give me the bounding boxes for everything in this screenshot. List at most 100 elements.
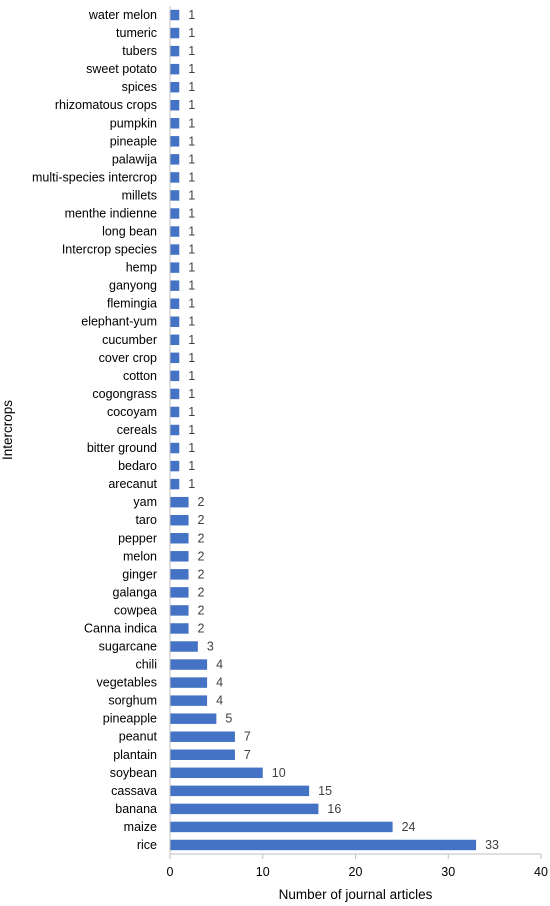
- data-label: 1: [188, 477, 195, 491]
- bar: [170, 27, 180, 39]
- category-label: Canna indica: [84, 621, 157, 635]
- category-label: Intercrop species: [62, 243, 157, 257]
- data-label: 1: [188, 134, 195, 148]
- bar: [170, 154, 180, 165]
- category-label: peanut: [119, 730, 158, 744]
- category-label: pepper: [118, 531, 157, 545]
- bar: [170, 298, 180, 309]
- data-label: 16: [327, 802, 341, 816]
- bar: [170, 316, 180, 327]
- category-label: sorghum: [108, 694, 157, 708]
- bar: [170, 551, 189, 562]
- category-label: long bean: [102, 225, 157, 239]
- bars-group: [170, 9, 477, 851]
- bar: [170, 839, 477, 851]
- bar: [170, 45, 180, 57]
- category-label: tumeric: [116, 26, 157, 40]
- data-label: 1: [188, 351, 195, 365]
- bar: [170, 677, 208, 688]
- data-label: 1: [188, 387, 195, 401]
- bar: [170, 118, 180, 129]
- category-label: cocoyam: [107, 405, 157, 419]
- data-label: 1: [188, 8, 195, 22]
- bar: [170, 9, 180, 21]
- category-label: cassava: [111, 784, 157, 798]
- bar: [170, 352, 180, 364]
- x-ticks-group: 0 10 20 30 40: [167, 854, 548, 879]
- category-label: rhizomatous crops: [55, 98, 157, 112]
- x-tick-label: 40: [534, 865, 548, 879]
- data-label: 1: [188, 423, 195, 437]
- data-label: 1: [188, 62, 195, 76]
- category-label: multi-species intercrop: [32, 170, 157, 184]
- bar: [170, 406, 180, 418]
- category-label: cotton: [123, 369, 157, 383]
- data-label: 1: [188, 188, 195, 202]
- category-label: vegetables: [97, 676, 157, 690]
- bar: [170, 533, 189, 544]
- bar: [170, 388, 180, 400]
- data-label: 1: [188, 315, 195, 329]
- category-label: bitter ground: [87, 441, 157, 455]
- data-label: 1: [188, 405, 195, 419]
- category-label: ginger: [122, 567, 157, 581]
- category-label: pumpkin: [110, 116, 157, 130]
- data-label: 1: [188, 243, 195, 257]
- x-tick-label: 0: [167, 865, 174, 879]
- data-label: 2: [198, 531, 205, 545]
- bar: [170, 208, 180, 219]
- bar: [170, 569, 189, 580]
- data-label: 1: [188, 369, 195, 383]
- category-label: rice: [137, 838, 157, 852]
- bar: [170, 100, 180, 111]
- category-label: chili: [135, 658, 157, 672]
- data-label: 1: [188, 98, 195, 112]
- category-label: water melon: [88, 8, 157, 22]
- bar: [170, 280, 180, 291]
- bar: [170, 803, 319, 815]
- data-label: 2: [198, 621, 205, 635]
- data-label: 2: [198, 603, 205, 617]
- data-label: 1: [188, 44, 195, 58]
- category-label: sugarcane: [99, 640, 157, 654]
- category-label: sweet potato: [86, 62, 157, 76]
- bar: [170, 244, 180, 255]
- category-label: maize: [124, 820, 157, 834]
- category-label: pineapple: [103, 712, 157, 726]
- data-label: 1: [188, 333, 195, 347]
- bar: [170, 370, 180, 382]
- data-label: 1: [188, 206, 195, 220]
- bar: [170, 424, 180, 436]
- bar: [170, 460, 180, 472]
- category-label: cover crop: [99, 351, 157, 365]
- category-labels-group: water melon tumeric tubers sweet potato spic…: [32, 8, 158, 852]
- y-axis-title: Intercrops: [0, 400, 15, 460]
- data-label: 1: [188, 225, 195, 239]
- bar: [170, 63, 180, 75]
- category-label: ganyong: [109, 279, 157, 293]
- category-label: cogongrass: [92, 387, 157, 401]
- category-label: spices: [122, 80, 157, 94]
- bar: [170, 767, 263, 779]
- category-label: millets: [122, 188, 157, 202]
- bar: [170, 713, 217, 724]
- bar: [170, 172, 180, 183]
- category-label: tubers: [122, 44, 157, 58]
- bar: [170, 785, 310, 797]
- category-label: bedaro: [118, 459, 157, 473]
- bar: [170, 478, 180, 490]
- data-label: 1: [188, 261, 195, 275]
- category-label: hemp: [126, 261, 157, 275]
- bar: [170, 334, 180, 346]
- bar: [170, 821, 393, 833]
- data-label: 5: [225, 712, 232, 726]
- category-label: cereals: [117, 423, 157, 437]
- data-label: 1: [188, 116, 195, 130]
- data-label: 4: [216, 676, 223, 690]
- data-label: 10: [272, 766, 286, 780]
- data-label: 2: [198, 495, 205, 509]
- bar: [170, 623, 189, 634]
- category-label: elephant-yum: [81, 315, 157, 329]
- bar: [170, 81, 180, 93]
